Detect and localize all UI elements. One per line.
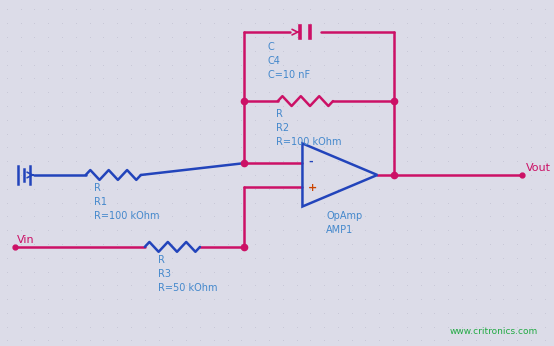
Text: Vin: Vin [17,235,34,245]
Text: +: + [309,183,317,193]
Text: C
C4
C=10 nF: C C4 C=10 nF [268,42,310,80]
Text: R
R1
R=100 kOhm: R R1 R=100 kOhm [94,183,159,221]
Text: www.critronics.com: www.critronics.com [450,327,538,336]
Text: R
R3
R=50 kOhm: R R3 R=50 kOhm [158,255,217,293]
Text: OpAmp
AMP1: OpAmp AMP1 [326,211,362,235]
Text: Vout: Vout [526,163,551,173]
Text: -: - [309,157,313,167]
Text: R
R2
R=100 kOhm: R R2 R=100 kOhm [276,109,341,147]
